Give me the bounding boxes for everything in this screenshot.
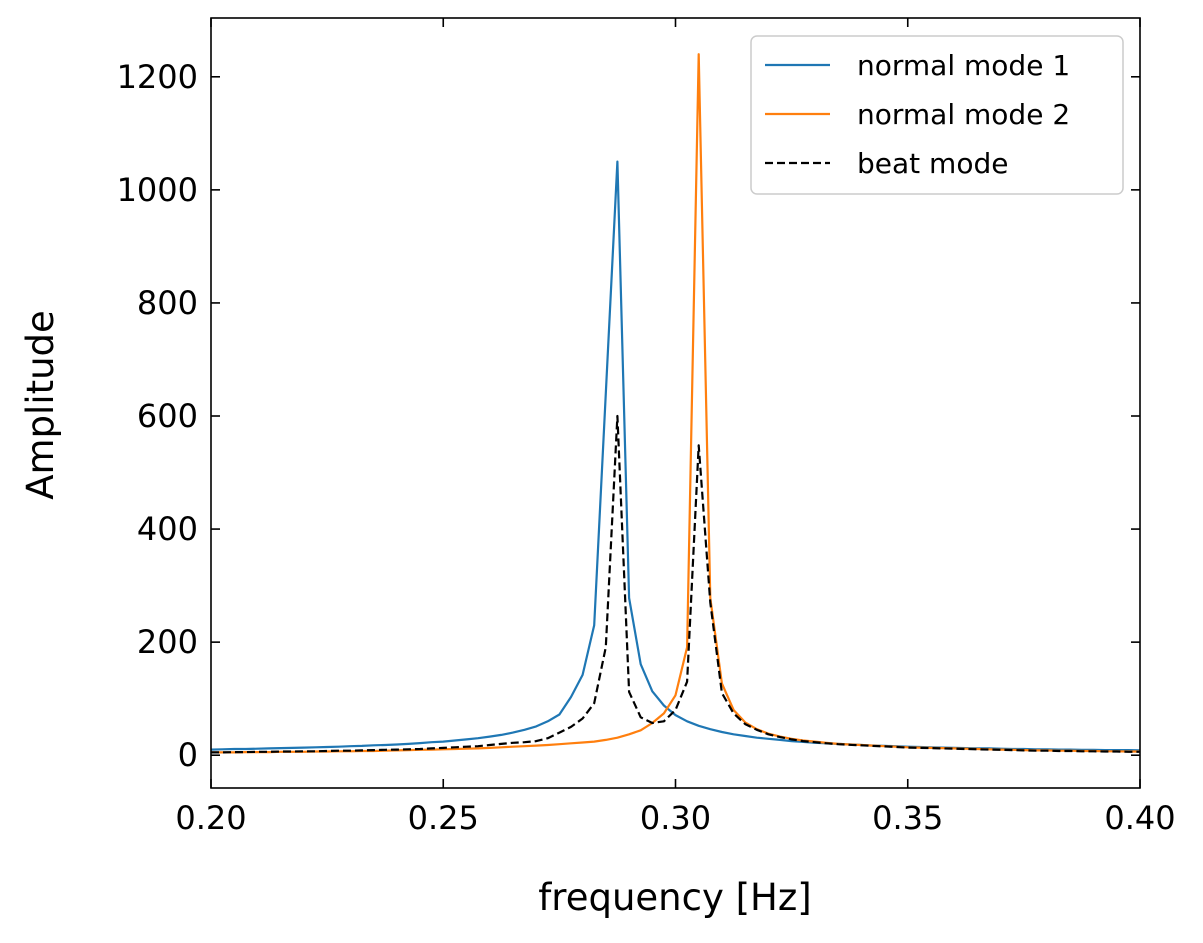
x-tick-label: 0.30 bbox=[640, 799, 711, 837]
y-axis-label: Amplitude bbox=[19, 310, 62, 500]
y-tick-label: 0 bbox=[178, 736, 198, 774]
series-layer bbox=[211, 53, 1140, 754]
ticks-layer: 0.20 0.25 0.30 0.35 0.40 0 200 400 600 800 1000 120… bbox=[117, 18, 1176, 837]
x-tick-label: 0.25 bbox=[408, 799, 479, 837]
series-line-normal-mode-1 bbox=[211, 160, 1140, 752]
legend-label-beat-mode: beat mode bbox=[857, 147, 1008, 180]
y-tick-label: 1000 bbox=[117, 171, 198, 209]
x-tick-label: 0.35 bbox=[872, 799, 943, 837]
x-axis-label: frequency [Hz] bbox=[538, 876, 811, 919]
legend: normal mode 1 normal mode 2 beat mode bbox=[750, 35, 1124, 195]
y-tick-label: 1200 bbox=[117, 58, 198, 96]
y-tick-label: 800 bbox=[137, 284, 198, 322]
x-tick-label: 0.40 bbox=[1104, 799, 1175, 837]
legend-label-normal-mode-1: normal mode 1 bbox=[857, 49, 1070, 82]
legend-label-normal-mode-2: normal mode 2 bbox=[857, 98, 1070, 131]
series-line-beat-mode bbox=[211, 414, 1140, 754]
x-tick-label: 0.20 bbox=[175, 799, 246, 837]
y-tick-label: 200 bbox=[137, 623, 198, 661]
legend-box bbox=[750, 35, 1124, 195]
y-tick-label: 600 bbox=[137, 397, 198, 435]
y-tick-label: 400 bbox=[137, 510, 198, 548]
